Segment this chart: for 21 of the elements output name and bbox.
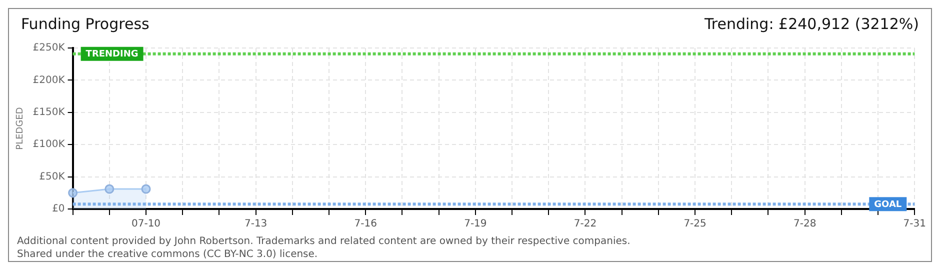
x-tick-label: 7-16 [354,218,377,230]
y-axis-title: PLEDGED [16,107,26,150]
text: Shared under the creative commons (CC BY-NC 3.0) license. [17,248,319,261]
x-tick-label: 7-19 [464,218,487,230]
y-tick-label: £250K [32,42,66,54]
x-tick-label: 7-31 [903,218,926,230]
y-tick-label: £100K [32,139,66,150]
x-tick-label: 7-22 [574,218,597,230]
x-tick-label: 7-25 [684,218,706,230]
y-tick-label: £50K [39,171,66,182]
y-tick-label: £150K [32,106,66,118]
ref-line-label: TRENDING [86,50,138,60]
x-tick-label: 07-10 [131,218,161,230]
x-tick-label: 7-28 [793,218,816,230]
x-tick-label: 7-13 [244,218,268,230]
chart-title: Funding Progress [21,15,150,33]
ref-line-label: GOAL [874,200,902,210]
text: Additional content provided by John Robertson. Trademarks and related content are owned by their respective companies. [17,235,630,248]
y-tick-label: £200K [32,74,66,86]
chart-subtitle: Trending: £240,912 (3212%) [704,15,919,33]
y-tick-label: £0 [52,204,65,215]
